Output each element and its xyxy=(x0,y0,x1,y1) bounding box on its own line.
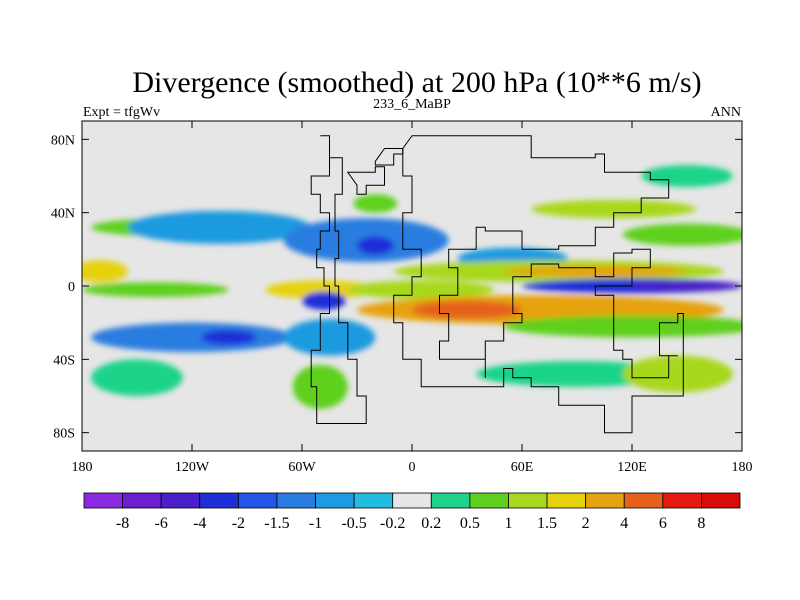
colorbar-label-0: -8 xyxy=(116,515,129,532)
contour-blob-4 xyxy=(641,165,733,187)
y-tick-label-4: 80S xyxy=(53,427,75,442)
contour-blob-2 xyxy=(531,199,697,219)
colorbar-label-7: -0.2 xyxy=(380,515,405,532)
colorbar-label-2: -4 xyxy=(193,515,206,532)
colorbar-swatch-16 xyxy=(701,492,741,509)
contour-blob-25 xyxy=(292,364,348,409)
season-label: ANN xyxy=(711,105,741,120)
colorbar-swatch-2 xyxy=(160,492,201,509)
contour-blob-18 xyxy=(201,330,257,345)
colorbar-swatch-12 xyxy=(546,492,587,509)
colorbar-label-6: -0.5 xyxy=(341,515,366,532)
contour-blob-13 xyxy=(265,280,376,299)
x-tick-label-6: 180 xyxy=(732,460,753,475)
colorbar-label-13: 4 xyxy=(620,515,628,532)
colorbar: -8 -6 -4 -2 -1.5 -1 -0.5 -0.2 0.2 0.5 1 1.5 2 4 6 8 xyxy=(83,492,741,532)
y-tick-label-2: 0 xyxy=(68,280,75,295)
colorbar-swatch-6 xyxy=(315,492,355,509)
contour-blob-9 xyxy=(82,260,128,283)
coastline-3 xyxy=(393,135,684,434)
colorbar-swatch-13 xyxy=(585,492,625,509)
colorbar-label-10: 1 xyxy=(504,515,512,532)
x-tick-label-5: 120E xyxy=(617,460,647,475)
colorbar-swatch-8 xyxy=(392,492,432,509)
colorbar-swatch-7 xyxy=(353,492,394,509)
contour-blob-12 xyxy=(82,282,229,297)
chart-title: Divergence (smoothed) at 200 hPa (10**6 … xyxy=(132,66,701,99)
axis-ticks: 180 120W 60W 0 60E 120E 180 80N 40N 0 40S 80S xyxy=(51,121,753,475)
contour-blob-16 xyxy=(632,280,742,292)
colorbar-label-11: 1.5 xyxy=(537,515,557,532)
x-tick-label-3: 0 xyxy=(409,460,416,475)
colorbar-swatch-3 xyxy=(199,492,239,509)
contour-blob-20 xyxy=(283,319,376,356)
colorbar-label-12: 2 xyxy=(582,515,590,532)
colorbar-label-15: 8 xyxy=(697,515,705,532)
contour-blob-5 xyxy=(127,210,312,244)
colorbar-swatch-11 xyxy=(508,492,548,509)
contour-blob-19 xyxy=(302,291,346,310)
colorbar-swatch-14 xyxy=(623,492,664,509)
x-tick-label-0: 180 xyxy=(72,460,93,475)
contour-blob-27 xyxy=(622,355,733,393)
colorbar-swatch-0 xyxy=(83,492,123,509)
x-tick-label-2: 60W xyxy=(288,460,316,475)
contour-blob-1 xyxy=(353,194,398,213)
y-tick-label-1: 40N xyxy=(51,207,75,222)
coastline-1 xyxy=(346,166,385,195)
experiment-label: Expt = tfgWv xyxy=(83,105,160,120)
contour-blob-23 xyxy=(503,315,742,338)
y-tick-label-0: 80N xyxy=(51,133,75,148)
colorbar-label-4: -1.5 xyxy=(264,515,289,532)
coastline-0 xyxy=(310,135,367,424)
colorbar-swatch-15 xyxy=(662,492,702,509)
contour-blob-14 xyxy=(347,280,495,299)
contour-blob-7 xyxy=(357,236,394,255)
colorbar-label-14: 6 xyxy=(659,515,667,532)
contour-blob-3 xyxy=(622,223,742,246)
case-label: 233_6_MaBP xyxy=(373,97,451,112)
colorbar-swatch-1 xyxy=(122,492,162,509)
contour-fill-layer xyxy=(82,165,742,409)
colorbar-label-5: -1 xyxy=(309,515,322,532)
contour-blob-22 xyxy=(412,300,522,320)
colorbar-label-1: -6 xyxy=(155,515,168,532)
colorbar-swatch-4 xyxy=(237,492,278,509)
colorbar-label-8: 0.2 xyxy=(421,515,441,532)
x-tick-label-1: 120W xyxy=(175,460,210,475)
y-tick-label-3: 40S xyxy=(53,353,75,368)
colorbar-swatch-10 xyxy=(469,492,509,509)
x-tick-label-4: 60E xyxy=(511,460,534,475)
colorbar-swatch-9 xyxy=(430,492,471,509)
colorbar-swatch-5 xyxy=(276,492,316,509)
contour-blob-24 xyxy=(91,359,183,396)
map-panel: 180 120W 60W 0 60E 120E 180 80N 40N 0 40S 80S xyxy=(51,120,753,475)
colorbar-label-9: 0.5 xyxy=(460,515,480,532)
colorbar-label-3: -2 xyxy=(232,515,245,532)
coastline-layer xyxy=(310,135,684,434)
contour-blob-17 xyxy=(91,322,293,353)
